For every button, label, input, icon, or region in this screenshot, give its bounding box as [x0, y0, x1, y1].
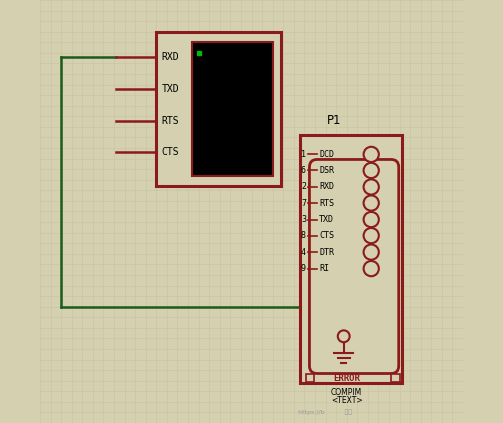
Text: RI: RI	[319, 264, 329, 273]
Circle shape	[364, 179, 379, 195]
Text: RXD: RXD	[319, 182, 334, 192]
Circle shape	[364, 147, 379, 162]
Text: TXD: TXD	[161, 84, 179, 94]
Circle shape	[338, 330, 350, 342]
Text: DSR: DSR	[319, 166, 334, 175]
Text: https://b          博客: https://b 博客	[298, 409, 352, 415]
Text: RTS: RTS	[319, 198, 334, 208]
Bar	[391, 374, 399, 382]
Text: CTS: CTS	[319, 231, 334, 240]
Bar	[156, 32, 281, 186]
Text: CTS: CTS	[161, 147, 179, 157]
Text: 4: 4	[301, 247, 306, 257]
Text: 2: 2	[301, 182, 306, 192]
Text: ERROR: ERROR	[333, 374, 360, 383]
Circle shape	[364, 261, 379, 276]
Text: 6: 6	[301, 166, 306, 175]
Text: 8: 8	[301, 231, 306, 240]
Text: P1: P1	[327, 114, 341, 127]
Text: COMPIM: COMPIM	[331, 388, 362, 397]
Text: 3: 3	[301, 215, 306, 224]
Circle shape	[364, 195, 379, 211]
Text: 9: 9	[301, 264, 306, 273]
Circle shape	[364, 244, 379, 260]
Circle shape	[364, 212, 379, 227]
Circle shape	[364, 163, 379, 178]
Text: DTR: DTR	[319, 247, 334, 257]
Text: RTS: RTS	[161, 115, 179, 126]
Bar	[192, 42, 273, 176]
Bar	[300, 135, 402, 383]
FancyBboxPatch shape	[309, 159, 399, 374]
Text: 1: 1	[301, 150, 306, 159]
Bar	[306, 374, 314, 382]
Text: RXD: RXD	[161, 52, 179, 62]
Text: TXD: TXD	[319, 215, 334, 224]
Circle shape	[364, 228, 379, 243]
Text: 7: 7	[301, 198, 306, 208]
Text: DCD: DCD	[319, 150, 334, 159]
Text: <TEXT>: <TEXT>	[331, 396, 363, 404]
